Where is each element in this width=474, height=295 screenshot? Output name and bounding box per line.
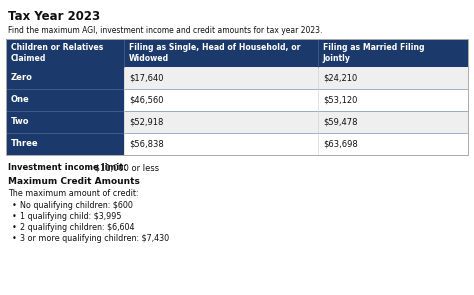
Text: 1 qualifying child: $3,995: 1 qualifying child: $3,995 bbox=[20, 212, 121, 221]
Text: $63,698: $63,698 bbox=[323, 140, 357, 148]
Text: 3 or more qualifying children: $7,430: 3 or more qualifying children: $7,430 bbox=[20, 234, 169, 243]
Bar bbox=[318, 89, 468, 111]
Bar bbox=[6, 39, 468, 155]
Bar bbox=[6, 111, 124, 133]
Text: $46,560: $46,560 bbox=[129, 96, 164, 104]
Bar bbox=[6, 89, 124, 111]
Bar bbox=[6, 39, 124, 67]
Text: Two: Two bbox=[11, 117, 29, 127]
Text: $52,918: $52,918 bbox=[129, 117, 163, 127]
Bar bbox=[124, 111, 318, 133]
Bar bbox=[124, 133, 318, 155]
Text: One: One bbox=[11, 96, 30, 104]
Bar bbox=[124, 89, 318, 111]
Text: 2 qualifying children: $6,604: 2 qualifying children: $6,604 bbox=[20, 223, 135, 232]
Text: $24,210: $24,210 bbox=[323, 73, 357, 83]
Text: Filing as Single, Head of Household, or
Widowed: Filing as Single, Head of Household, or … bbox=[129, 43, 301, 63]
Text: Maximum Credit Amounts: Maximum Credit Amounts bbox=[8, 177, 140, 186]
Text: $53,120: $53,120 bbox=[323, 96, 357, 104]
Bar bbox=[124, 39, 318, 67]
Text: Zero: Zero bbox=[11, 73, 33, 83]
Text: •: • bbox=[12, 234, 17, 243]
Bar bbox=[318, 39, 468, 67]
Text: Investment income limit:: Investment income limit: bbox=[8, 163, 127, 172]
Text: No qualifying children: $600: No qualifying children: $600 bbox=[20, 201, 133, 210]
Bar bbox=[6, 133, 124, 155]
Bar bbox=[6, 67, 124, 89]
Text: $11,000 or less: $11,000 or less bbox=[91, 163, 159, 172]
Text: Find the maximum AGI, investment income and credit amounts for tax year 2023.: Find the maximum AGI, investment income … bbox=[8, 26, 322, 35]
Bar bbox=[318, 133, 468, 155]
Bar bbox=[318, 111, 468, 133]
Text: Children or Relatives
Claimed: Children or Relatives Claimed bbox=[11, 43, 103, 63]
Text: $56,838: $56,838 bbox=[129, 140, 164, 148]
Text: •: • bbox=[12, 223, 17, 232]
Text: $17,640: $17,640 bbox=[129, 73, 164, 83]
Bar bbox=[124, 67, 318, 89]
Text: Tax Year 2023: Tax Year 2023 bbox=[8, 10, 100, 23]
Text: •: • bbox=[12, 212, 17, 221]
Text: $59,478: $59,478 bbox=[323, 117, 357, 127]
Text: Three: Three bbox=[11, 140, 38, 148]
Text: Filing as Married Filing
Jointly: Filing as Married Filing Jointly bbox=[323, 43, 424, 63]
Text: •: • bbox=[12, 201, 17, 210]
Text: The maximum amount of credit:: The maximum amount of credit: bbox=[8, 189, 138, 198]
Bar bbox=[318, 67, 468, 89]
